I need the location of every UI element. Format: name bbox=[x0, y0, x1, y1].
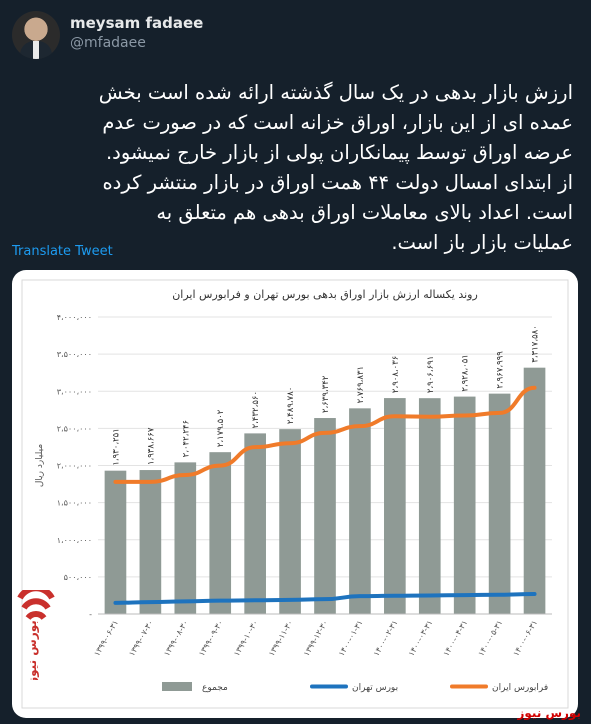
bar bbox=[384, 398, 406, 614]
bar bbox=[244, 433, 266, 614]
bar bbox=[349, 408, 371, 614]
tweet-line: عرضه اوراق توسط پیمانکاران پولی از بازار… bbox=[105, 141, 573, 164]
svg-text:بورس نیوز: بورس نیوز bbox=[25, 620, 40, 680]
tehran-series-line bbox=[113, 591, 537, 605]
bar-data-label: ۲،۶۳۹،۳۴۲ bbox=[321, 375, 331, 413]
bar-data-label: ۲،۹۰۶،۶۹۱ bbox=[426, 356, 436, 393]
bar-data-label: ۲،۹۰۸،۰۳۶ bbox=[391, 356, 401, 393]
bar bbox=[488, 393, 511, 614]
bar-data-label: ۲،۷۶۹،۸۳۱ bbox=[356, 366, 366, 403]
tweet-line: از ابتدای امسال دولت ۴۴ همت اوراق در باز… bbox=[102, 171, 573, 194]
bar-data-label: ۱،۹۳۰،۲۵۱ bbox=[111, 428, 121, 465]
bar bbox=[523, 367, 546, 614]
tweet-image-card[interactable]: روند یکساله ارزش بازار اوراق بدهی بورس ت… bbox=[12, 270, 578, 718]
bar-data-label: ۲،۱۷۹،۵۰۲ bbox=[216, 409, 226, 447]
display-name[interactable]: meysam fadaee bbox=[70, 14, 204, 32]
bar-line-chart: روند یکساله ارزش بازار اوراق بدهی بورس ت… bbox=[21, 279, 569, 709]
y-tick-label: ۳،۰۰۰،۰۰۰ bbox=[57, 387, 92, 396]
bar bbox=[279, 429, 301, 614]
bar bbox=[104, 470, 127, 614]
bar bbox=[453, 396, 476, 614]
tweet-line: عملیات بازار باز است. bbox=[391, 231, 573, 254]
legend-total-label: مجموع bbox=[202, 683, 228, 693]
bar bbox=[209, 452, 232, 614]
watermark: بورس نیوز bbox=[517, 706, 581, 720]
bar-data-label: ۲،۴۳۲،۵۶۰ bbox=[251, 391, 261, 428]
y-tick-label: ۳،۵۰۰،۰۰۰ bbox=[57, 350, 92, 359]
y-tick-label: ۱،۵۰۰،۰۰۰ bbox=[57, 499, 92, 508]
bar-data-label: ۲،۴۸۹،۷۸۰ bbox=[286, 387, 296, 424]
username-handle[interactable]: @mfadaee bbox=[70, 35, 146, 51]
bar bbox=[314, 418, 336, 614]
bar bbox=[174, 462, 197, 614]
bar-data-label: ۲،۰۴۲،۲۴۶ bbox=[181, 420, 191, 457]
bar bbox=[418, 398, 441, 614]
tweet-line: است. اعداد بالای معاملات اوراق بدهی هم م… bbox=[156, 201, 573, 224]
tweet-line: ارزش بازار بدهی در یک سال گذشته ارائه شد… bbox=[98, 81, 573, 104]
y-tick-label: ۲،۵۰۰،۰۰۰ bbox=[57, 424, 92, 433]
tweet-line: عمده ای از این بازار، اوراق خزانه است که… bbox=[102, 111, 573, 134]
legend-total-swatch bbox=[162, 682, 192, 691]
y-tick-label: ۵۰۰،۰۰۰ bbox=[64, 573, 92, 582]
y-tick-label: - bbox=[89, 610, 92, 619]
farabourse-series-line bbox=[113, 385, 537, 484]
y-tick-label: ۱،۰۰۰،۰۰۰ bbox=[57, 536, 92, 545]
bar-data-label: ۳،۳۱۷،۵۸۰ bbox=[531, 325, 541, 362]
tweet-text: ارزش بازار بدهی در یک سال گذشته ارائه شد… bbox=[13, 78, 573, 258]
bar-data-label: ۱،۹۳۸،۶۶۷ bbox=[146, 427, 156, 465]
borsnews-logo: بورس نیوز bbox=[17, 590, 55, 680]
y-axis-label: میلیارد ریال bbox=[35, 444, 45, 488]
avatar[interactable] bbox=[12, 11, 60, 59]
bar bbox=[139, 470, 162, 614]
bar-data-label: ۲،۹۲۸،۰۵۱ bbox=[461, 354, 471, 391]
y-tick-label: ۲،۰۰۰،۰۰۰ bbox=[57, 462, 92, 471]
chart-title: روند یکساله ارزش بازار اوراق بدهی بورس ت… bbox=[172, 288, 478, 301]
bar-data-label: ۲،۹۶۷،۹۹۹ bbox=[496, 351, 506, 389]
y-tick-label: ۴،۰۰۰،۰۰۰ bbox=[57, 313, 92, 322]
translate-tweet-link[interactable]: Translate Tweet bbox=[12, 244, 113, 259]
legend-farabourse-label: فرابورس ایران bbox=[492, 683, 548, 693]
legend-tehran-label: بورس تهران bbox=[352, 683, 398, 693]
